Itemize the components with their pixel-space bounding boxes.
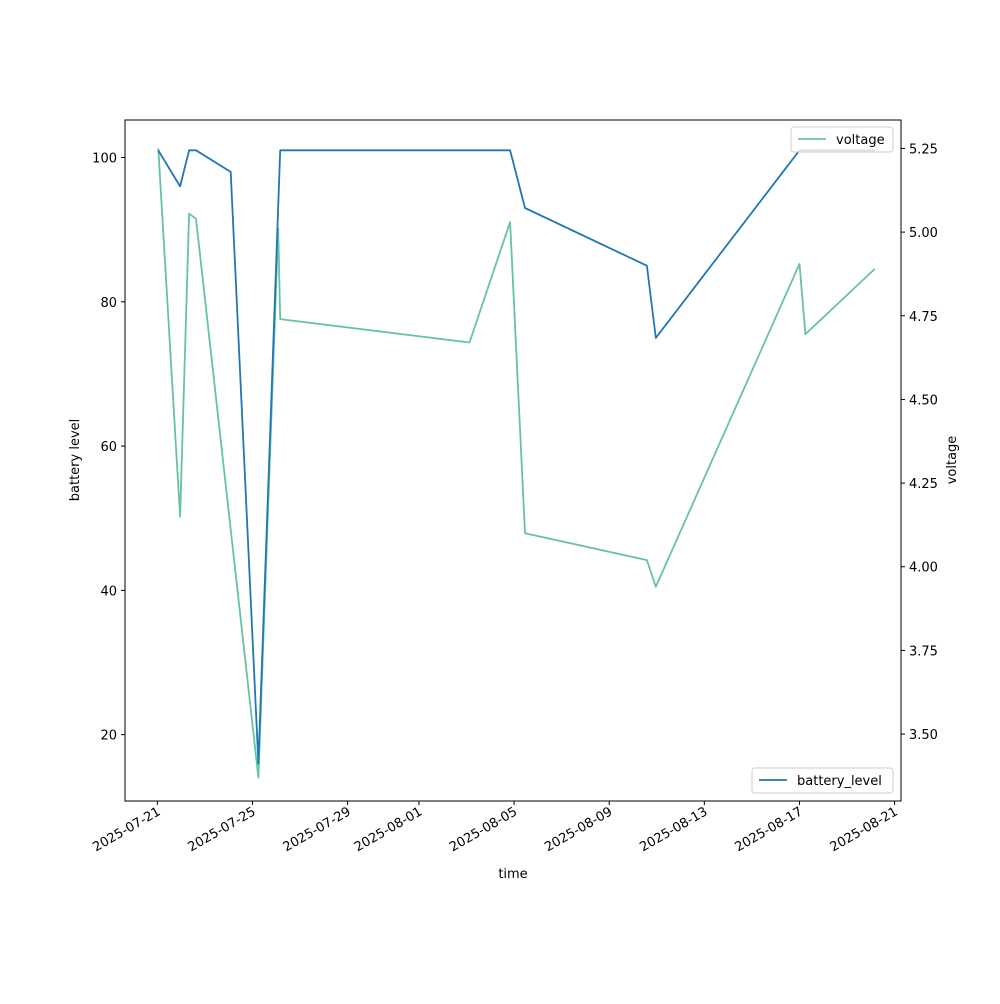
y2-tick-label: 4.00	[909, 561, 938, 576]
y-tick-label: 100	[92, 152, 117, 167]
y2-tick-label: 4.75	[909, 310, 938, 325]
y-tick-label: 60	[100, 440, 117, 455]
legend-voltage-box	[790, 126, 894, 153]
x-tick-label: 2025-08-17	[733, 804, 806, 855]
y-axis-ticks: 20 40 60 80 100	[92, 152, 125, 744]
legend-battery-level: battery_level	[751, 767, 894, 794]
x-tick-label: 2025-08-01	[352, 804, 425, 855]
series-layer	[157, 148, 876, 779]
x-tick-label: 2025-08-05	[447, 804, 520, 855]
series-line-voltage	[157, 148, 876, 779]
legend-battery-level-box	[751, 767, 894, 794]
x-axis-label: time	[498, 867, 527, 882]
y2-tick-label: 4.50	[909, 393, 938, 408]
legend-voltage: voltage	[790, 126, 894, 153]
y2-tick-label: 5.00	[909, 226, 938, 241]
legend-voltage-label: voltage	[836, 133, 885, 148]
y2-tick-label: 5.25	[909, 142, 938, 157]
y-tick-label: 20	[100, 729, 117, 744]
y-tick-label: 40	[100, 584, 117, 599]
x-tick-label: 2025-07-25	[186, 804, 259, 855]
y2-axis-label: voltage	[945, 436, 960, 485]
y-tick-label: 80	[100, 296, 117, 311]
y2-tick-label: 3.50	[909, 728, 938, 743]
x-tick-label: 2025-07-29	[281, 804, 354, 855]
x-tick-label: 2025-08-09	[542, 804, 615, 855]
x-axis-ticks: 2025-07-21 2025-07-25 2025-07-292025-08-01…	[90, 801, 901, 855]
x-tick-label: 2025-07-21	[90, 804, 163, 855]
x-tick-label: 2025-08-13	[637, 804, 710, 855]
legend-battery-level-label: battery_level	[797, 774, 882, 789]
y2-axis-ticks: 3.50 3.75 4.00 4.25 4.50 4.75 5.00 5.25	[901, 142, 938, 743]
y2-tick-label: 3.75	[909, 644, 938, 659]
y-axis-label: battery level	[68, 419, 83, 502]
plot-frame	[124, 119, 902, 802]
x-tick-label: 2025-08-21	[828, 804, 901, 855]
y2-tick-label: 4.25	[909, 477, 938, 492]
series-line-battery-level	[157, 149, 875, 765]
